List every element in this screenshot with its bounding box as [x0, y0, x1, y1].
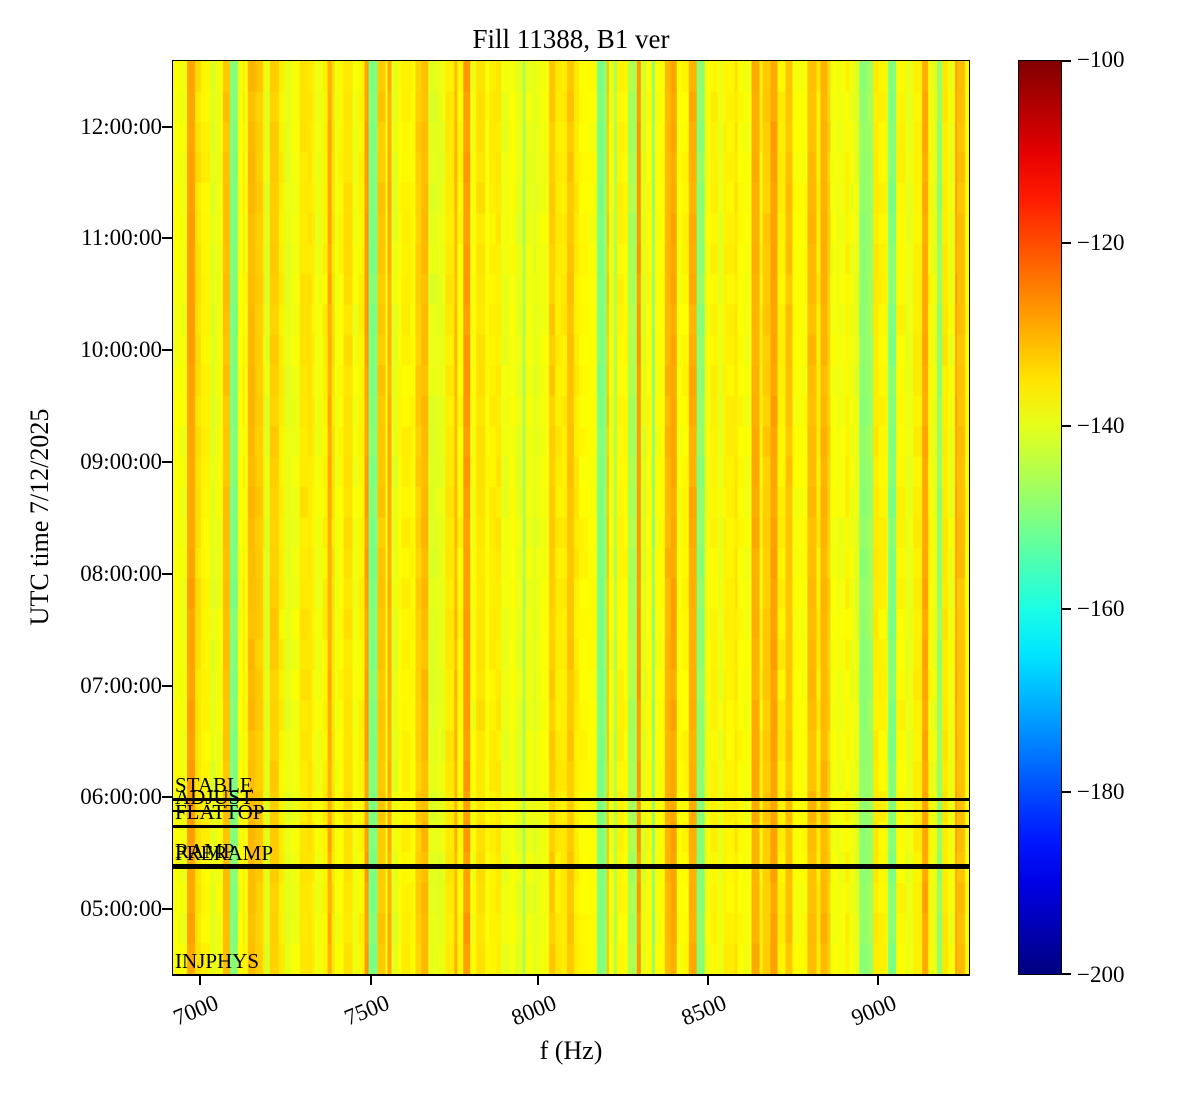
plot-area	[172, 60, 970, 975]
y-tick-label: 06:00:00	[80, 784, 162, 810]
colorbar-tick-label: −160	[1077, 596, 1125, 621]
x-tick-mark	[877, 975, 880, 985]
beam-mode-label-injphys: INJPHYS	[175, 949, 260, 973]
colorbar	[1018, 60, 1062, 975]
colorbar-tick-label: −120	[1077, 230, 1125, 255]
y-tick-mark	[162, 796, 172, 799]
beam-mode-label-ramp: RAMP	[175, 839, 235, 864]
colorbar-tick-label: −200	[1077, 962, 1125, 987]
colorbar-tick-mark	[1062, 973, 1071, 975]
colorbar-tick-label: −180	[1077, 779, 1125, 804]
beam-mode-line-adjust	[172, 810, 970, 813]
colorbar-tick-label: −100	[1077, 47, 1125, 72]
colorbar-tick-mark	[1062, 791, 1071, 793]
x-tick-mark	[369, 975, 372, 985]
x-tick-mark	[537, 975, 540, 985]
y-tick-mark	[162, 349, 172, 352]
beam-mode-label-stable: STABLE	[175, 773, 253, 797]
colorbar-tick-mark	[1062, 608, 1071, 610]
y-tick-label: 11:00:00	[81, 225, 162, 251]
y-tick-mark	[162, 684, 172, 687]
y-tick-mark	[162, 237, 172, 240]
y-tick-label: 05:00:00	[80, 896, 162, 922]
beam-mode-line-flattop	[172, 824, 970, 828]
y-tick-label: 12:00:00	[80, 113, 162, 139]
beam-mode-label-adjust: ADJUST	[175, 785, 254, 810]
y-tick-mark	[162, 125, 172, 128]
x-tick-mark	[707, 975, 710, 985]
y-tick-label: 09:00:00	[80, 448, 162, 474]
colorbar-tick-mark	[1062, 425, 1071, 427]
beam-mode-line-ramp	[172, 864, 970, 868]
beam-mode-label-flattop: FLATTOP	[175, 799, 265, 824]
beam-mode-line-injphys	[172, 974, 970, 976]
y-tick-mark	[162, 573, 172, 576]
y-tick-label: 08:00:00	[80, 561, 162, 587]
colorbar-tick-mark	[1062, 242, 1071, 244]
y-tick-mark	[162, 908, 172, 911]
spectrogram-heatmap	[173, 61, 969, 974]
beam-mode-label-preramp: PRERAMP	[175, 840, 274, 865]
y-tick-label: 10:00:00	[80, 337, 162, 363]
y-axis-label: UTC time 7/12/2025	[25, 408, 54, 626]
y-tick-label: 07:00:00	[80, 672, 162, 698]
colorbar-tick-label: −140	[1077, 413, 1125, 438]
beam-mode-line-preramp	[172, 865, 970, 869]
y-tick-mark	[162, 460, 172, 463]
colorbar-tick-mark	[1062, 60, 1071, 62]
beam-mode-line-stable	[172, 798, 970, 801]
chart-title: Fill 11388, B1 ver	[472, 24, 670, 54]
x-tick-mark	[198, 975, 201, 985]
x-axis-label: f (Hz)	[539, 1036, 603, 1065]
